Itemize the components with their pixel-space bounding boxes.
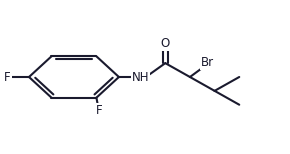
Text: NH: NH xyxy=(132,71,149,83)
Text: F: F xyxy=(4,71,10,83)
Text: Br: Br xyxy=(201,56,215,69)
Text: O: O xyxy=(161,37,170,50)
Text: F: F xyxy=(96,104,103,117)
